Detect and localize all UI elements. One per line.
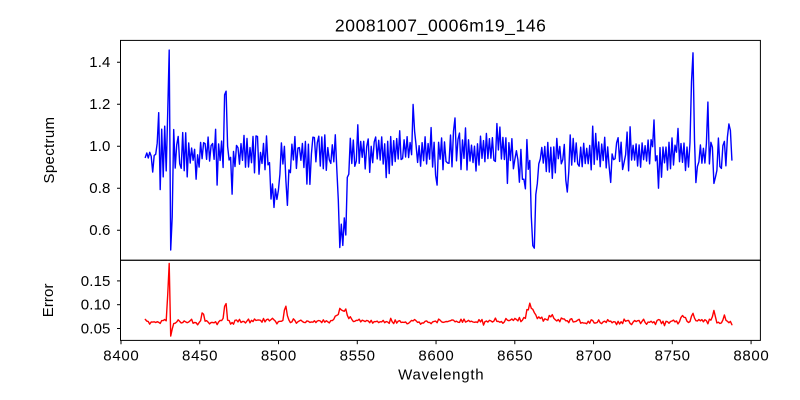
svg-text:0.05: 0.05	[81, 320, 111, 337]
svg-text:8700: 8700	[576, 347, 611, 364]
svg-text:0.15: 0.15	[81, 273, 111, 290]
svg-text:Wavelength: Wavelength	[398, 367, 484, 384]
svg-text:8650: 8650	[497, 347, 532, 364]
svg-text:Spectrum: Spectrum	[41, 117, 58, 184]
svg-text:8600: 8600	[418, 347, 453, 364]
svg-text:0.6: 0.6	[89, 222, 110, 239]
svg-text:8800: 8800	[733, 347, 768, 364]
svg-text:Error: Error	[40, 284, 57, 318]
svg-text:1.4: 1.4	[89, 54, 110, 71]
svg-text:1.0: 1.0	[89, 138, 110, 155]
svg-text:0.8: 0.8	[89, 180, 110, 197]
svg-text:8400: 8400	[103, 347, 138, 364]
svg-text:8750: 8750	[655, 347, 690, 364]
svg-text:8550: 8550	[340, 347, 375, 364]
svg-text:8500: 8500	[261, 347, 296, 364]
svg-text:8450: 8450	[182, 347, 217, 364]
svg-text:1.2: 1.2	[89, 96, 110, 113]
svg-text:20081007_0006m19_146: 20081007_0006m19_146	[335, 16, 546, 37]
svg-text:0.10: 0.10	[81, 297, 111, 314]
